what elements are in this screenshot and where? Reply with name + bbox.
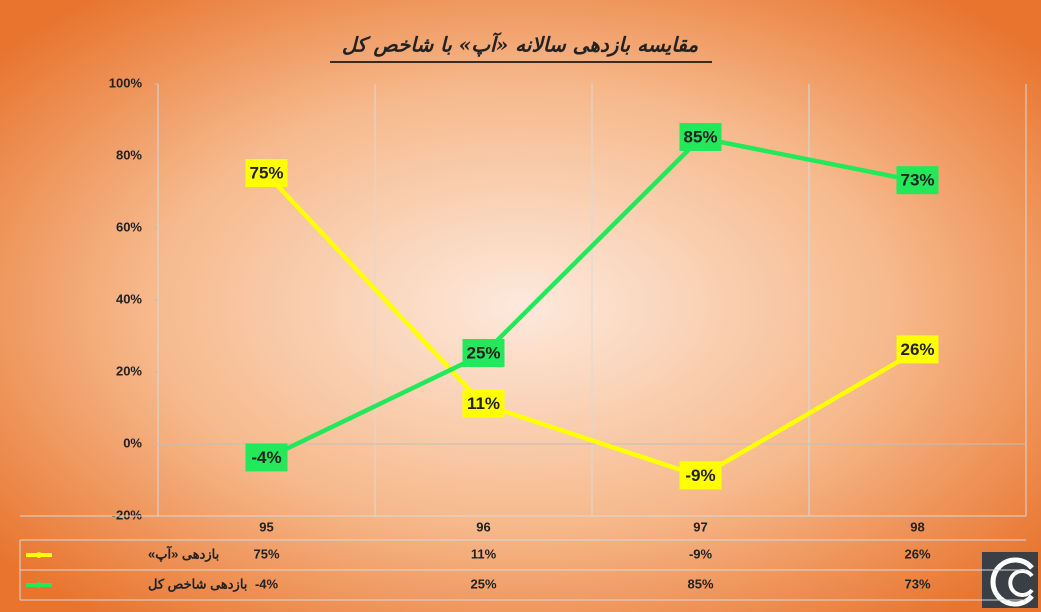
table-cell: 11% [471,546,497,561]
legend-marker [36,552,42,558]
data-label-box [462,389,505,418]
data-label-box [679,123,722,151]
data-label-box [896,166,939,195]
table-cell: 73% [904,576,930,591]
y-tick-label: 80% [116,147,142,162]
table-cell: -4% [255,576,279,591]
data-label: 73% [900,171,934,190]
data-label: 25% [466,343,500,362]
table-cell: 75% [253,546,279,561]
chart-title: مقایسه بازدهی سالانه «آپ» با شاخص کل [342,32,699,58]
y-tick-label: 40% [116,291,142,306]
data-label-box [245,159,288,187]
data-label: 26% [900,340,934,359]
data-label-box [245,443,288,472]
x-tick-label: 96 [476,519,490,534]
table-cell: -9% [689,546,713,561]
legend-label: بازدهی شاخص کل [148,576,247,592]
logo [982,552,1038,608]
y-tick-label: 60% [116,219,142,234]
data-label: 85% [683,127,717,146]
series-line [264,172,919,479]
table-cell: 26% [904,546,930,561]
series-line [265,135,918,461]
table-cell: 85% [687,576,713,591]
x-tick-label: 97 [693,519,707,534]
data-label: -4% [251,448,281,467]
data-label-box [679,461,722,490]
data-label-box [896,335,939,364]
y-tick-label: 0% [123,435,142,450]
data-label: -9% [685,466,715,485]
y-tick-label: 100% [109,75,143,90]
data-label-box [462,339,505,367]
data-label: 75% [249,163,283,182]
legend-label: بازدهی «آپ» [148,545,219,562]
legend-marker [36,582,42,588]
y-tick-label: -20% [112,507,143,522]
x-tick-label: 98 [910,519,924,534]
data-label: 11% [467,394,500,413]
table-cell: 25% [470,576,496,591]
x-tick-label: 95 [259,519,273,534]
y-tick-label: 20% [116,363,142,378]
